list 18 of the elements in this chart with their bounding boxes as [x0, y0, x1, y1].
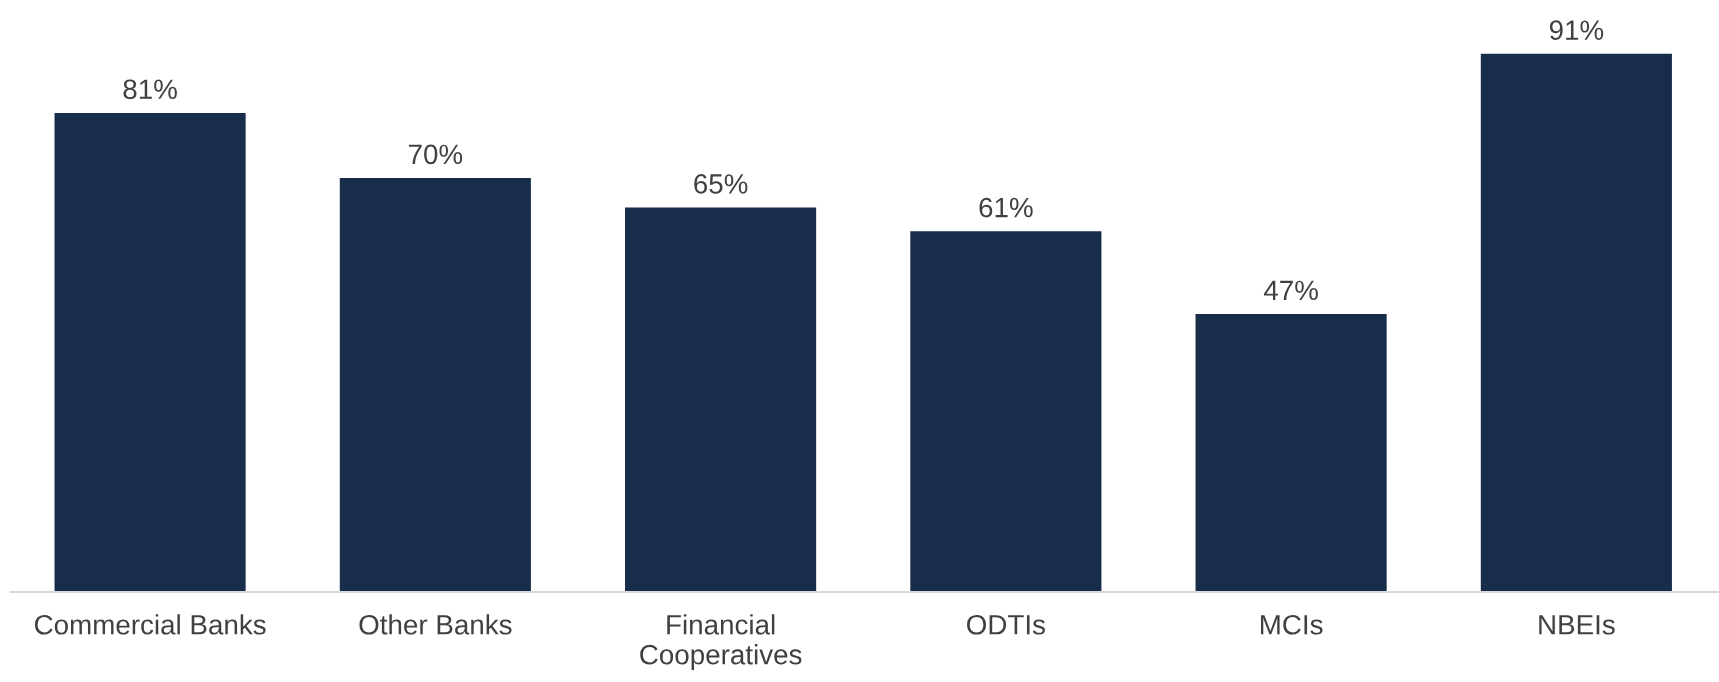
x-tick-label: MCIs — [1260, 614, 1323, 635]
bar — [910, 231, 1102, 592]
x-tick-label: Other Banks — [359, 614, 512, 635]
data-label: 70% — [408, 144, 463, 165]
bar — [339, 178, 531, 592]
x-tick-label: Commercial Banks — [34, 614, 266, 635]
data-label: 65% — [694, 174, 748, 194]
bar — [625, 207, 817, 592]
bar — [54, 112, 246, 592]
x-tick-label: ODTIs — [967, 614, 1045, 635]
data-label: 47% — [1263, 280, 1318, 301]
data-label: 81% — [123, 79, 177, 100]
x-tick-label: NBEIs — [1539, 615, 1615, 635]
bar — [1480, 53, 1672, 592]
data-label: 91% — [1549, 20, 1604, 40]
bar — [1195, 314, 1387, 592]
data-label: 61% — [979, 197, 1033, 218]
x-tick-label: Financial Cooperatives — [640, 614, 802, 671]
